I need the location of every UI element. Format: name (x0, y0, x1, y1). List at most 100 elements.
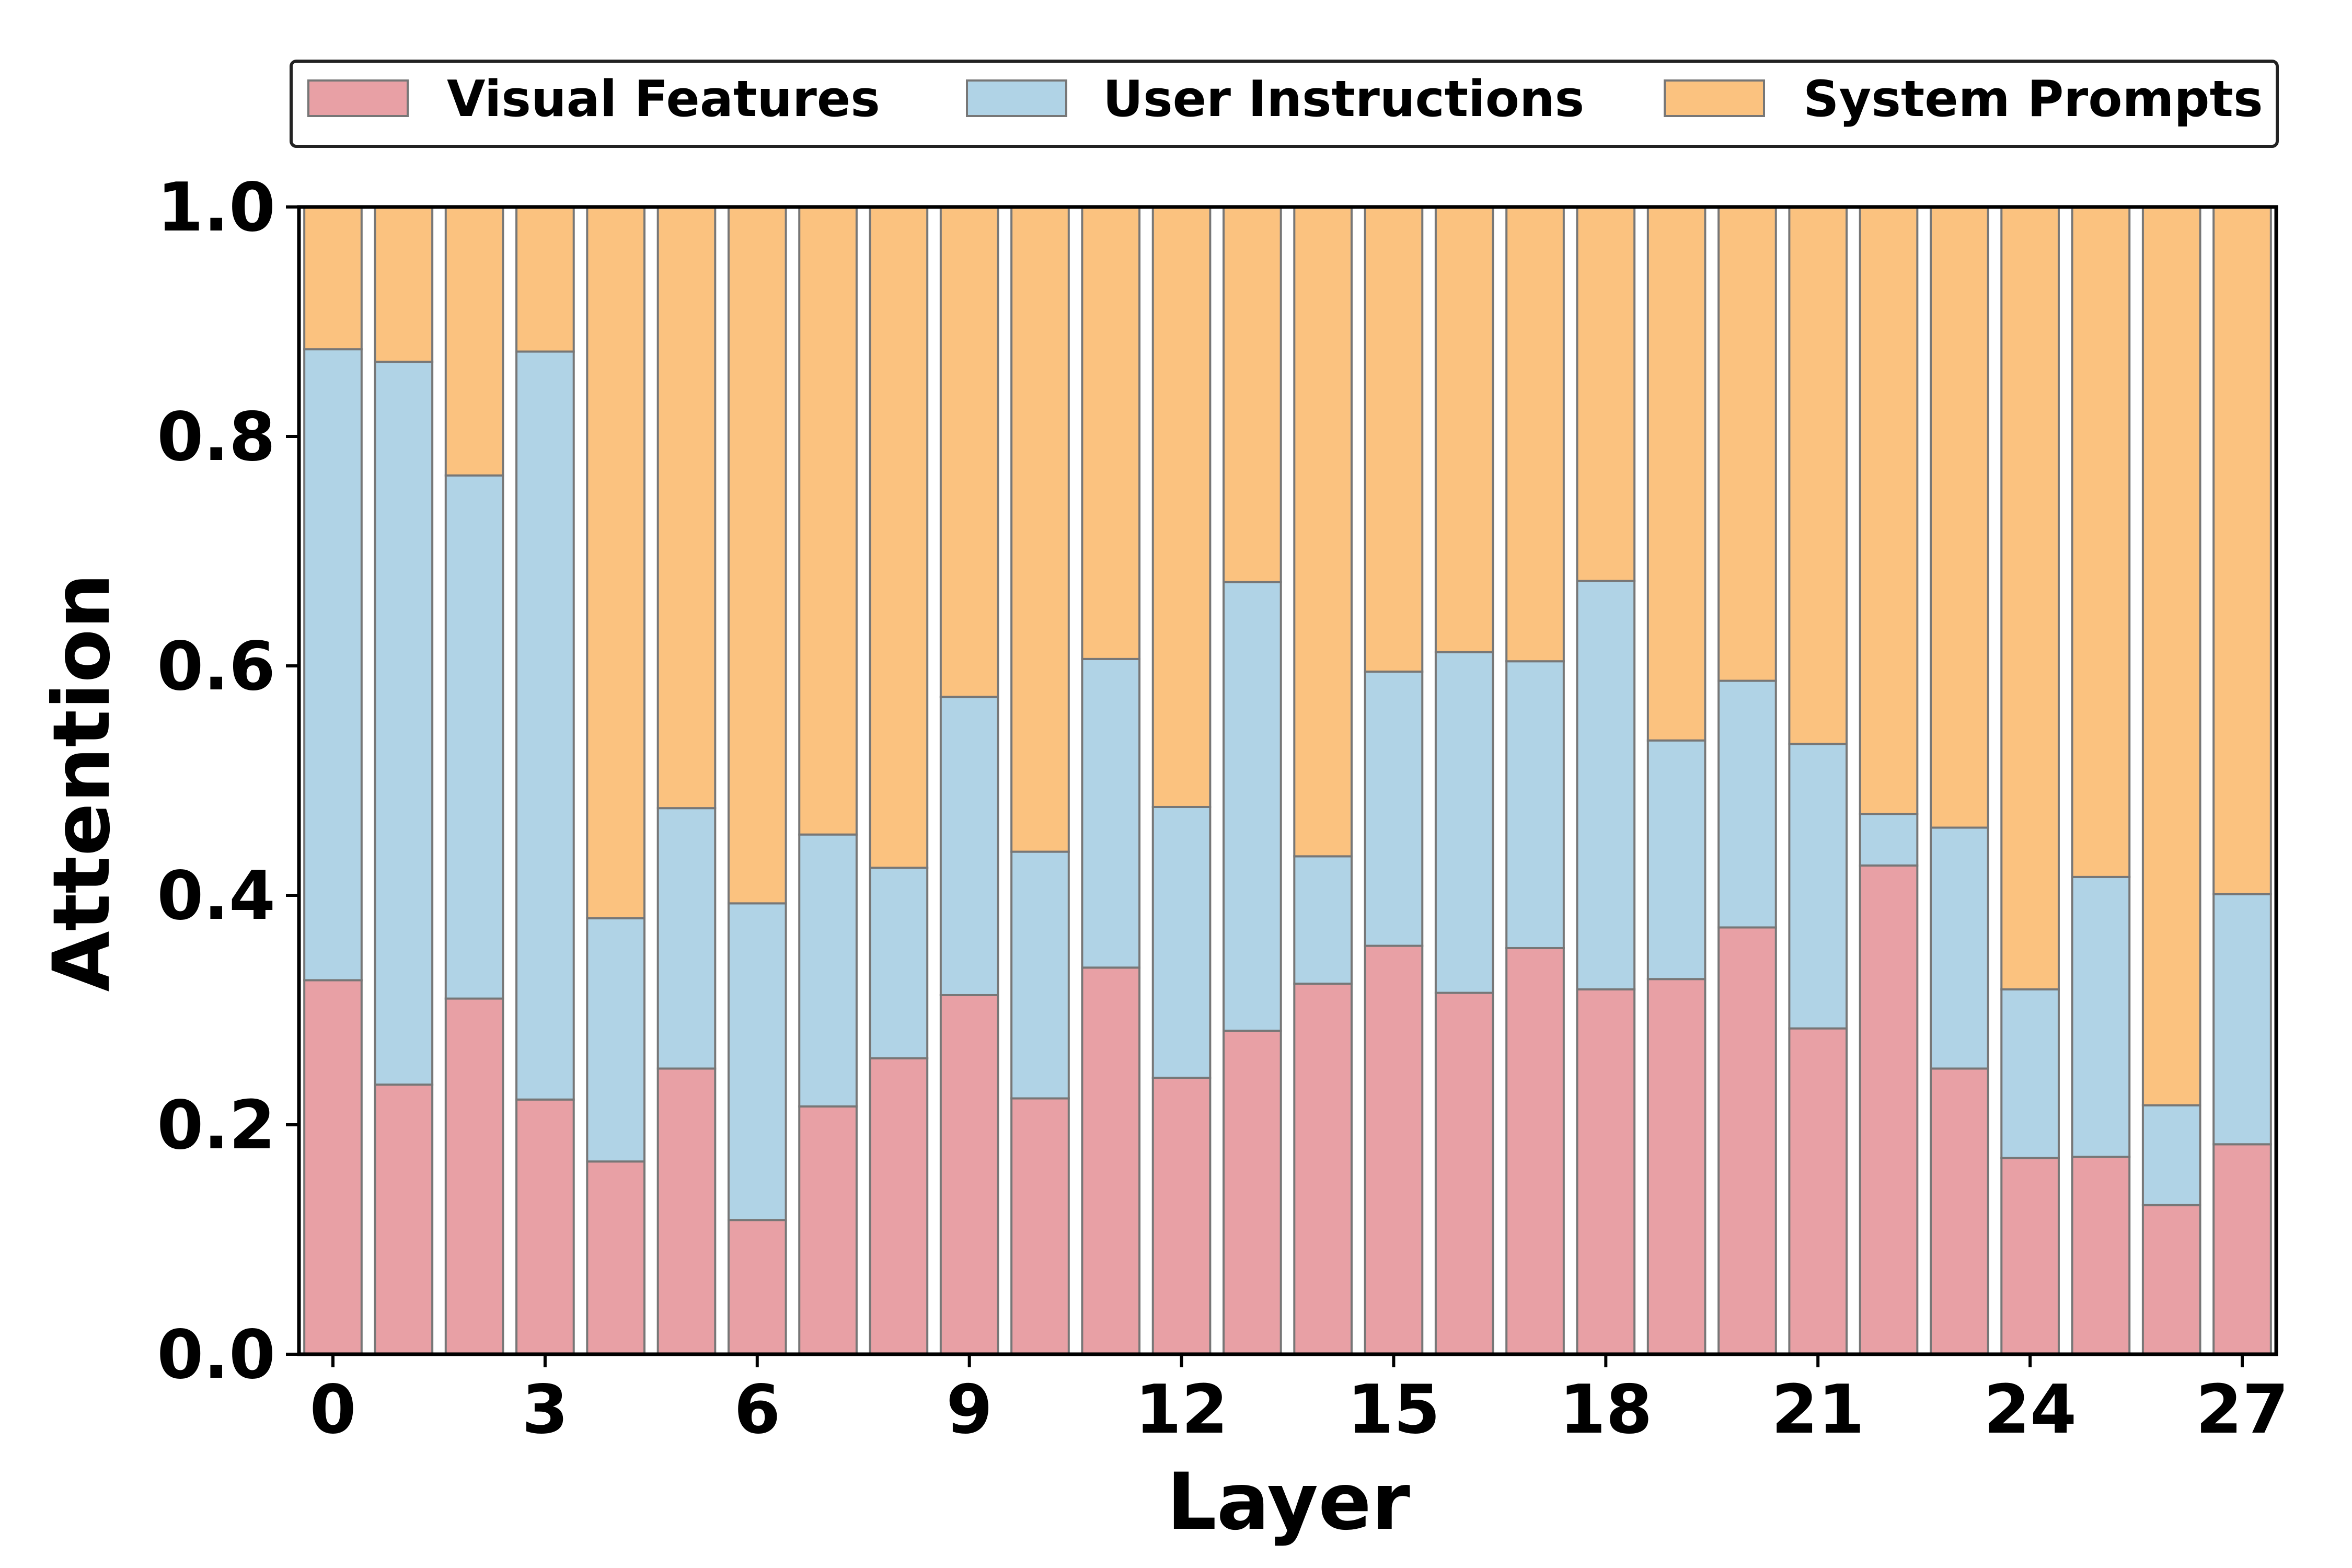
bar-system-prompts-layer-7 (798, 206, 858, 836)
bar-user-instructions-layer-20 (1717, 679, 1777, 929)
legend-swatch-visual-features (307, 79, 409, 117)
legend-swatch-user-instructions (966, 79, 1067, 117)
bar-system-prompts-layer-24 (2000, 206, 2060, 990)
bar-visual-features-layer-20 (1717, 926, 1777, 1355)
bar-visual-features-layer-9 (939, 994, 999, 1355)
bar-visual-features-layer-21 (1788, 1027, 1848, 1355)
bar-user-instructions-layer-12 (1151, 805, 1212, 1079)
y-tick-label: 0.6 (157, 628, 275, 706)
bar-visual-features-layer-7 (798, 1105, 858, 1355)
bars (303, 206, 2272, 1356)
bar-visual-features-layer-11 (1081, 966, 1141, 1355)
bar-visual-features-layer-22 (1859, 864, 1919, 1356)
bar-system-prompts-layer-12 (1151, 206, 1212, 808)
bar-visual-features-layer-2 (444, 997, 504, 1356)
legend-label-user-instructions: User Instructions (1103, 71, 1584, 128)
bar-system-prompts-layer-8 (869, 206, 929, 869)
bar-user-instructions-layer-27 (2212, 893, 2272, 1146)
bar-visual-features-layer-15 (1364, 944, 1424, 1355)
bar-user-instructions-layer-1 (374, 361, 434, 1086)
y-tick-label: 0.4 (157, 857, 275, 935)
bar-system-prompts-layer-23 (1929, 206, 1989, 829)
bar-user-instructions-layer-18 (1576, 580, 1636, 990)
bar-system-prompts-layer-22 (1859, 206, 1919, 815)
bar-user-instructions-layer-23 (1929, 826, 1989, 1070)
bar-user-instructions-layer-7 (798, 833, 858, 1108)
bar-user-instructions-layer-6 (727, 902, 787, 1221)
bar-system-prompts-layer-17 (1505, 206, 1565, 663)
bar-system-prompts-layer-10 (1010, 206, 1070, 853)
y-tick-label: 1.0 (157, 169, 275, 247)
bar-system-prompts-layer-21 (1788, 206, 1848, 745)
legend: Visual Features User Instructions System P… (290, 60, 2279, 148)
y-tick-label: 0.2 (157, 1087, 275, 1165)
bar-system-prompts-layer-6 (727, 206, 787, 905)
legend-label-visual-features: Visual Features (447, 71, 880, 128)
bar-system-prompts-layer-20 (1717, 206, 1777, 682)
bar-user-instructions-layer-13 (1223, 581, 1282, 1032)
bar-user-instructions-layer-16 (1434, 651, 1494, 994)
bar-user-instructions-layer-21 (1788, 743, 1848, 1030)
bar-system-prompts-layer-9 (939, 206, 999, 698)
x-tick-label: 12 (1135, 1371, 1228, 1449)
x-tick-label: 21 (1771, 1371, 1864, 1449)
bar-user-instructions-layer-4 (586, 917, 646, 1163)
bar-visual-features-layer-1 (374, 1083, 434, 1355)
bar-user-instructions-layer-25 (2071, 875, 2131, 1158)
legend-swatch-system-prompts (1664, 79, 1765, 117)
x-tick-label: 18 (1559, 1371, 1652, 1449)
legend-label-system-prompts: System Prompts (1803, 71, 2263, 128)
bar-visual-features-layer-5 (656, 1067, 717, 1355)
bar-visual-features-layer-27 (2212, 1143, 2272, 1356)
plot-frame (297, 205, 2278, 1356)
bar-system-prompts-layer-11 (1081, 206, 1141, 660)
bar-system-prompts-layer-3 (515, 206, 575, 353)
bar-visual-features-layer-6 (727, 1219, 787, 1355)
bar-system-prompts-layer-18 (1576, 206, 1636, 582)
bar-system-prompts-layer-1 (374, 206, 434, 363)
x-tick-label: 3 (522, 1371, 568, 1449)
bar-user-instructions-layer-8 (869, 867, 929, 1059)
bar-user-instructions-layer-9 (939, 696, 999, 996)
x-tick-label: 24 (1984, 1371, 2077, 1449)
legend-frame (290, 60, 2279, 148)
bar-visual-features-layer-23 (1929, 1067, 1989, 1355)
bar-system-prompts-layer-0 (303, 206, 363, 351)
x-axis-title: Layer (1167, 1457, 1410, 1548)
bar-system-prompts-layer-27 (2212, 206, 2272, 895)
bar-system-prompts-layer-19 (1646, 206, 1707, 742)
bar-system-prompts-layer-26 (2141, 206, 2201, 1106)
bar-user-instructions-layer-19 (1646, 739, 1707, 981)
axes: 0.0 0.2 0.4 0.6 0.8 1.0 0 3 6 9 12 15 18 21 24 27 (157, 169, 2289, 1449)
bar-user-instructions-layer-24 (2000, 988, 2060, 1159)
bar-visual-features-layer-17 (1505, 947, 1565, 1355)
x-tick-label: 27 (2196, 1371, 2289, 1449)
bar-visual-features-layer-12 (1151, 1077, 1212, 1355)
bar-user-instructions-layer-10 (1010, 850, 1070, 1100)
bar-user-instructions-layer-14 (1293, 855, 1353, 985)
bar-user-instructions-layer-26 (2141, 1104, 2201, 1206)
bar-system-prompts-layer-4 (586, 206, 646, 919)
y-tick-label: 0.0 (157, 1316, 275, 1394)
bar-visual-features-layer-4 (586, 1160, 646, 1355)
bar-system-prompts-layer-25 (2071, 206, 2131, 878)
x-tick-label: 6 (734, 1371, 780, 1449)
bar-visual-features-layer-14 (1293, 983, 1353, 1355)
bar-visual-features-layer-10 (1010, 1097, 1070, 1355)
bar-system-prompts-layer-15 (1364, 206, 1424, 673)
y-axis-title: Attention (37, 573, 128, 992)
bar-user-instructions-layer-17 (1505, 660, 1565, 949)
bar-system-prompts-layer-13 (1223, 206, 1282, 583)
bar-user-instructions-layer-3 (515, 350, 575, 1101)
bar-visual-features-layer-8 (869, 1057, 929, 1355)
bar-user-instructions-layer-5 (656, 807, 717, 1070)
bar-visual-features-layer-0 (303, 979, 363, 1356)
bar-visual-features-layer-18 (1576, 988, 1636, 1355)
bar-visual-features-layer-26 (2141, 1204, 2201, 1355)
x-tick-label: 15 (1347, 1371, 1440, 1449)
x-tick-label: 9 (946, 1371, 993, 1449)
bar-user-instructions-layer-2 (444, 474, 504, 1000)
bar-visual-features-layer-13 (1223, 1030, 1282, 1355)
bar-system-prompts-layer-14 (1293, 206, 1353, 858)
